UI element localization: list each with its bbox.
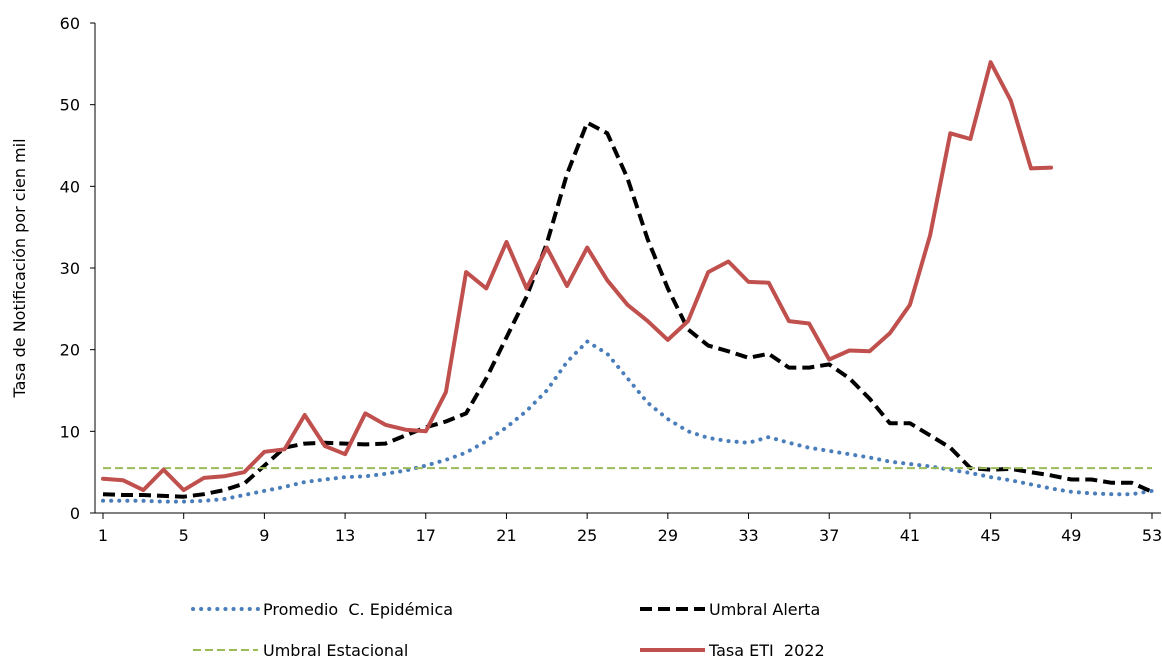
- x-axis-ticks: 1 5 9 13 17 21 25 29 33 37 41 45 49 53: [98, 513, 1162, 545]
- x-tick-label: 49: [1061, 526, 1081, 545]
- tasa-eti-series-line: [101, 60, 1054, 493]
- legend-label-promedio: Promedio C. Epidémica: [263, 600, 453, 619]
- x-tick-label: 17: [416, 526, 436, 545]
- umbral-alerta-series-line: [102, 120, 1153, 499]
- x-tick-label: 37: [819, 526, 839, 545]
- legend-item: Umbral Alerta: [640, 600, 820, 619]
- legend-label-umbral-alerta: Umbral Alerta: [709, 600, 820, 619]
- x-tick-label: 33: [738, 526, 758, 545]
- legend-item: Tasa ETI 2022: [640, 641, 825, 660]
- y-tick-label: 30: [60, 259, 80, 278]
- y-tick-label: 50: [60, 96, 80, 115]
- promedio-series-line: [101, 339, 1154, 504]
- y-axis-ticks: 0 10 20 30 40 50 60: [60, 14, 95, 523]
- legend-item: Promedio C. Epidémica: [191, 600, 453, 619]
- x-tick-label: 1: [98, 526, 108, 545]
- x-tick-label: 9: [259, 526, 269, 545]
- x-tick-label: 41: [900, 526, 920, 545]
- y-tick-label: 40: [60, 177, 80, 196]
- legend-item: Umbral Estacional: [193, 641, 408, 660]
- legend-label-tasa-eti: Tasa ETI 2022: [708, 641, 825, 660]
- x-tick-label: 53: [1142, 526, 1162, 545]
- y-tick-label: 20: [60, 341, 80, 360]
- y-tick-label: 10: [60, 422, 80, 441]
- axes: [94, 23, 1161, 514]
- series-layer: [101, 60, 1154, 504]
- y-tick-label: 60: [60, 14, 80, 33]
- x-tick-label: 45: [980, 526, 1000, 545]
- x-tick-label: 25: [577, 526, 597, 545]
- legend-label-umbral-estacional: Umbral Estacional: [263, 641, 408, 660]
- legend: Promedio C. Epidémica Umbral Alerta Umbr…: [191, 600, 825, 660]
- x-tick-label: 5: [179, 526, 189, 545]
- x-tick-label: 13: [335, 526, 355, 545]
- y-tick-label: 0: [70, 504, 80, 523]
- x-tick-label: 29: [658, 526, 678, 545]
- x-tick-label: 21: [496, 526, 516, 545]
- y-axis-title: Tasa de Notificación por cien mil: [10, 138, 29, 398]
